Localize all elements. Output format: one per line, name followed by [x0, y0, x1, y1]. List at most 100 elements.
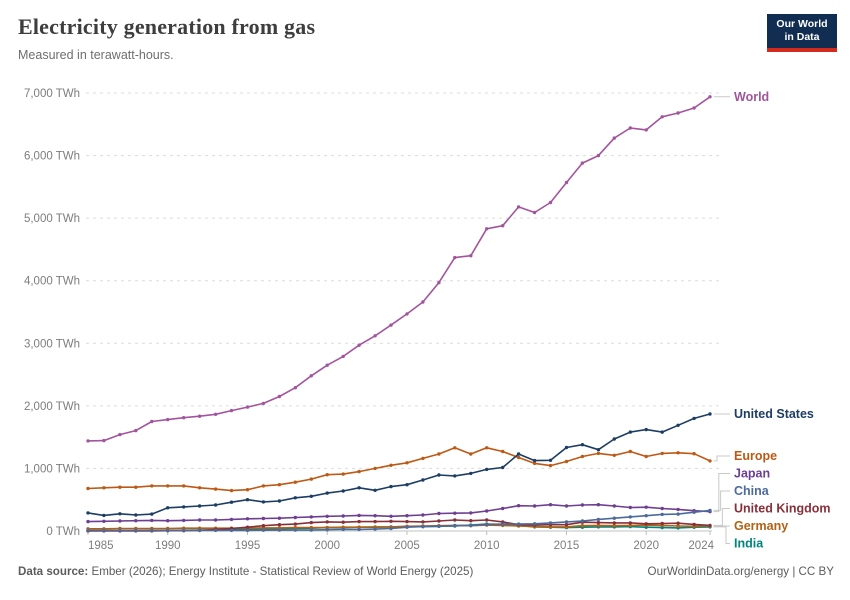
series-point-europe [102, 486, 106, 490]
series-point-united-kingdom [325, 520, 329, 524]
series-point-europe [469, 452, 473, 456]
label-connector [713, 526, 730, 544]
chart-title: Electricity generation from gas [18, 14, 316, 39]
series-point-china [373, 527, 377, 531]
series-point-united-states [182, 505, 186, 509]
x-tick-label: 2010 [474, 540, 500, 552]
series-point-world [102, 438, 106, 443]
series-point-china [325, 528, 329, 532]
series-point-united-kingdom [437, 519, 441, 523]
series-point-world [261, 401, 266, 406]
series-point-china [596, 517, 601, 522]
series-point-china [309, 528, 313, 532]
series-point-japan [341, 514, 345, 518]
series-point-japan [389, 514, 393, 518]
series-point-united-kingdom [389, 519, 393, 523]
series-point-world [596, 153, 601, 158]
series-point-china [341, 527, 345, 532]
series-line-china[interactable] [88, 509, 711, 532]
series-point-world [708, 95, 712, 99]
series-line-europe[interactable] [87, 446, 711, 492]
series-point-europe [229, 488, 234, 493]
owid-url-license-link[interactable]: OurWorldinData.org/energy | CC BY [647, 565, 834, 578]
series-point-europe [341, 472, 345, 476]
series-point-japan [644, 505, 648, 509]
series-label-world[interactable]: World [734, 90, 769, 104]
series-point-united-kingdom [341, 520, 345, 524]
series-point-world [213, 412, 218, 416]
series-point-united-states [532, 458, 537, 463]
data-source-text: Ember (2026); Energy Institute - Statist… [91, 565, 474, 578]
series-point-japan [166, 519, 170, 523]
series-point-world [628, 126, 632, 130]
series-point-world [182, 416, 186, 420]
series-label-japan[interactable]: Japan [734, 467, 770, 481]
series-point-united-states [660, 430, 664, 434]
series-point-world [660, 115, 664, 119]
series-point-japan [245, 517, 250, 521]
series-point-world [405, 312, 409, 316]
series-point-europe [596, 451, 601, 456]
series-label-china[interactable]: China [734, 484, 770, 498]
data-source-note: Data source: Ember (2026); Energy Instit… [18, 565, 473, 578]
chart-subtitle: Measured in terawatt-hours. [18, 48, 174, 62]
series-line-world[interactable] [87, 96, 711, 442]
series-point-europe [293, 480, 297, 484]
y-tick-label: 2,000 TWh [24, 401, 80, 413]
series-point-europe [309, 477, 313, 481]
series-point-china [708, 508, 712, 513]
owid-logo[interactable]: Our World in Data [767, 14, 837, 52]
series-point-china [644, 514, 648, 518]
series-point-japan [277, 516, 282, 520]
series-point-united-kingdom [245, 525, 250, 529]
series-point-europe [708, 459, 712, 463]
series-point-united-kingdom [564, 523, 569, 527]
series-point-china [485, 522, 489, 527]
y-tick-label: 6,000 TWh [24, 151, 80, 163]
series-point-united-states [628, 430, 632, 434]
series-point-europe [182, 484, 186, 488]
series-point-united-states [644, 427, 648, 432]
label-connector [713, 508, 730, 526]
series-point-japan [102, 519, 106, 523]
series-point-europe [150, 484, 154, 488]
series-point-united-states [453, 474, 457, 478]
series-line-japan[interactable] [87, 503, 711, 523]
series-line-united-states[interactable] [87, 413, 711, 517]
series-label-europe[interactable]: Europe [734, 449, 777, 463]
series-label-india[interactable]: India [734, 537, 764, 551]
series-point-world [325, 363, 329, 367]
x-tick-label: 2024 [688, 540, 714, 552]
series-point-china [501, 522, 505, 526]
series-point-japan [261, 516, 266, 521]
series-point-china [580, 519, 585, 523]
y-tick-label: 0 TWh [46, 526, 80, 538]
series-point-japan [437, 511, 441, 516]
series-point-world [516, 205, 521, 209]
series-point-world [532, 210, 537, 215]
series-point-united-states [325, 491, 329, 495]
series-point-germany [293, 525, 297, 530]
series-point-europe [564, 459, 569, 464]
series-point-europe [277, 483, 282, 487]
series-line-germany[interactable] [88, 524, 711, 530]
series-point-world [118, 432, 122, 437]
series-label-united-states[interactable]: United States [734, 407, 814, 421]
series-point-united-states [373, 488, 377, 492]
x-tick-label: 1990 [155, 540, 181, 552]
series-point-europe [437, 452, 441, 456]
series-point-japan [660, 506, 664, 511]
series-point-germany [612, 524, 616, 528]
series-point-china [612, 516, 616, 520]
series-label-united-kingdom[interactable]: United Kingdom [734, 502, 831, 516]
series-point-japan [501, 506, 505, 511]
series-point-united-kingdom [676, 521, 680, 525]
series-point-united-states [261, 500, 266, 504]
series-point-world [612, 136, 616, 140]
series-point-china [197, 528, 202, 533]
series-point-united-states [166, 506, 170, 510]
series-point-united-states [293, 496, 297, 500]
series-point-europe [166, 484, 170, 488]
series-label-germany[interactable]: Germany [734, 519, 788, 533]
